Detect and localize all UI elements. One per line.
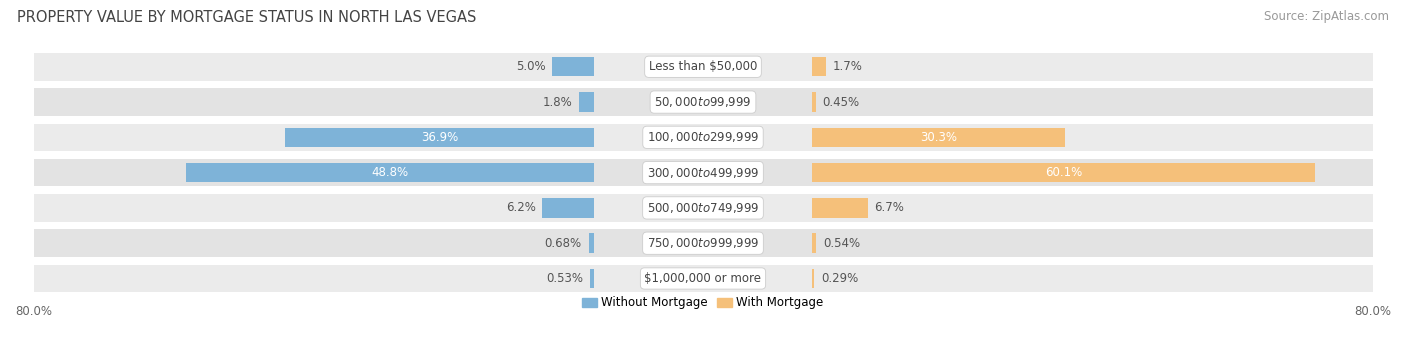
Bar	[811, 57, 825, 76]
Bar	[34, 194, 1372, 222]
Bar	[589, 234, 595, 253]
Bar	[811, 269, 814, 288]
Bar	[543, 198, 595, 218]
Text: 6.2%: 6.2%	[506, 201, 536, 215]
Bar	[553, 57, 595, 76]
Text: Less than $50,000: Less than $50,000	[648, 60, 758, 73]
Text: 0.54%: 0.54%	[823, 237, 860, 250]
Bar	[811, 163, 1315, 182]
Text: 0.53%: 0.53%	[546, 272, 583, 285]
Text: 6.7%: 6.7%	[875, 201, 904, 215]
Bar	[34, 53, 1372, 81]
Bar	[34, 88, 1372, 116]
Text: $500,000 to $749,999: $500,000 to $749,999	[647, 201, 759, 215]
Bar	[811, 198, 868, 218]
Text: $750,000 to $999,999: $750,000 to $999,999	[647, 236, 759, 250]
Text: 48.8%: 48.8%	[371, 166, 409, 179]
Text: $1,000,000 or more: $1,000,000 or more	[644, 272, 762, 285]
Text: 36.9%: 36.9%	[422, 131, 458, 144]
Text: $100,000 to $299,999: $100,000 to $299,999	[647, 130, 759, 144]
Bar	[811, 128, 1066, 147]
Text: $50,000 to $99,999: $50,000 to $99,999	[654, 95, 752, 109]
Bar	[34, 265, 1372, 292]
Legend: Without Mortgage, With Mortgage: Without Mortgage, With Mortgage	[578, 292, 828, 314]
Bar	[589, 269, 595, 288]
Bar	[34, 123, 1372, 151]
Text: PROPERTY VALUE BY MORTGAGE STATUS IN NORTH LAS VEGAS: PROPERTY VALUE BY MORTGAGE STATUS IN NOR…	[17, 10, 477, 25]
Bar	[34, 230, 1372, 257]
Text: 60.1%: 60.1%	[1045, 166, 1081, 179]
Text: Source: ZipAtlas.com: Source: ZipAtlas.com	[1264, 10, 1389, 23]
Bar	[34, 159, 1372, 186]
Text: 1.7%: 1.7%	[832, 60, 863, 73]
Text: 1.8%: 1.8%	[543, 96, 572, 108]
Text: 0.45%: 0.45%	[823, 96, 859, 108]
Bar	[186, 163, 595, 182]
Text: $300,000 to $499,999: $300,000 to $499,999	[647, 166, 759, 180]
Text: 0.29%: 0.29%	[821, 272, 858, 285]
Text: 0.68%: 0.68%	[544, 237, 582, 250]
Bar	[579, 92, 595, 112]
Bar	[811, 234, 817, 253]
Text: 30.3%: 30.3%	[920, 131, 957, 144]
Text: 5.0%: 5.0%	[516, 60, 546, 73]
Bar	[285, 128, 595, 147]
Bar	[811, 92, 815, 112]
